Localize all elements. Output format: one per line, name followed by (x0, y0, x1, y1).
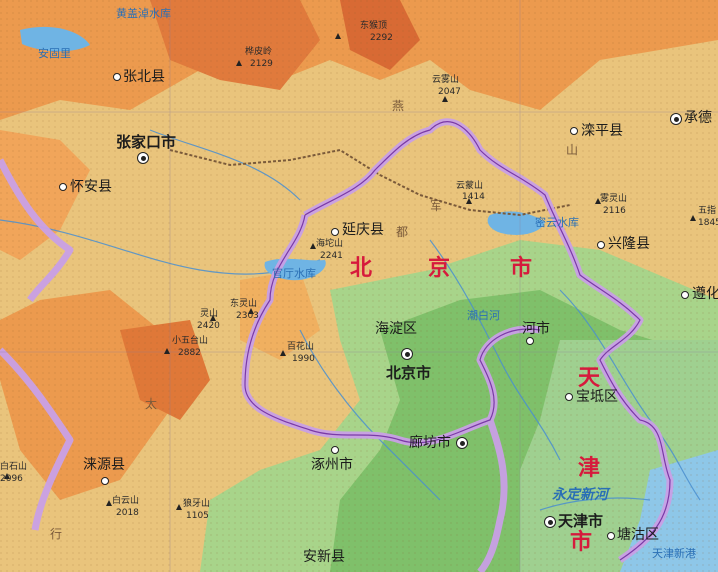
city-label-luanping: 滦平县 (581, 123, 623, 139)
peak-marker-haituo (310, 243, 316, 249)
city-marker-xinglong (597, 241, 605, 249)
city-label-baodi: 宝坻区 (576, 389, 618, 405)
city-marker-laiyuan (101, 477, 109, 485)
peak-marker-langya (176, 504, 182, 510)
range-label-hang: 行 (50, 527, 63, 541)
peak-elev-xiaowutai: 2882 (178, 348, 201, 358)
city-label-zhangbei: 张北县 (123, 69, 165, 85)
peak-name-huaqi: 桦皮岭 (245, 47, 273, 57)
peak-name-wuling: 雾灵山 (600, 194, 628, 204)
city-marker-zhangbei (113, 73, 121, 81)
range-label-shan: 山 (566, 143, 579, 157)
city-label-laiyuan: 涞源县 (83, 457, 125, 473)
peak-elev-langya: 1105 (186, 511, 209, 521)
region-label-shi: 市 (510, 256, 535, 281)
region-label-jing: 京 (428, 256, 453, 281)
water-label-guanting: 官厅水库 (272, 267, 316, 280)
region-label-shi2: 市 (570, 530, 595, 555)
water-label-yongding-xin: 永定新河 (552, 487, 608, 503)
peak-name-langya: 狼牙山 (183, 499, 211, 509)
peak-elev-haituo: 2241 (320, 251, 343, 261)
peak-marker-xiaowutai (164, 348, 170, 354)
peak-name-dongling: 东灵山 (230, 299, 258, 309)
peak-name-xiaowutai: 小五台山 (172, 336, 209, 346)
city-label-zunhua: 遵化 (692, 286, 718, 302)
city-marker-tianjin (544, 516, 556, 528)
peak-elev-huaqi: 2129 (250, 59, 273, 69)
city-marker-zhangjiakou (137, 152, 149, 164)
peak-marker-yunwu (442, 96, 448, 102)
city-label-haidian: 海淀区 (375, 321, 417, 337)
city-marker-langfang (456, 437, 468, 449)
peak-marker-dongling (248, 308, 254, 314)
region-label-tian: 天 (578, 366, 603, 391)
city-marker-beijing (401, 348, 413, 360)
city-label-zhuozhou: 涿州市 (311, 457, 353, 473)
range-label-du: 都 (396, 225, 409, 239)
peak-marker-yunmeng (466, 198, 472, 204)
city-label-tanggu: 塘沽区 (617, 527, 659, 543)
peak-name-wuzhi: 五指 (698, 206, 717, 216)
water-label-bohai: 天津新港 (652, 547, 696, 560)
city-label-beijing: 北京市 (386, 364, 432, 382)
city-marker-huaian (59, 183, 67, 191)
peak-elev-baiyun: 2018 (116, 508, 139, 518)
city-label-langfang: 廊坊市 (409, 435, 451, 451)
peak-elev-dongmeng: 2292 (370, 33, 393, 43)
peak-marker-baishi (4, 473, 10, 479)
peak-elev-yunmeng: 1414 (462, 192, 485, 202)
peak-elev-lingshan: 2420 (197, 321, 220, 331)
peak-name-dongmeng: 东猴顶 (360, 21, 388, 31)
water-label-huanggai: 黄盖淖水库 (116, 7, 171, 20)
range-label-tai: 太 (145, 397, 158, 411)
peak-elev-wuzhi: 1845 (698, 218, 718, 228)
peak-marker-dongmeng (335, 33, 341, 39)
city-label-zhangjiakou: 张家口市 (116, 133, 177, 151)
city-label-huaian: 怀安县 (70, 179, 112, 195)
peak-name-haituo: 海坨山 (316, 239, 344, 249)
city-marker-yanqing (331, 228, 339, 236)
city-marker-zhuozhou (331, 446, 339, 454)
peak-elev-baishi: 2096 (0, 474, 23, 484)
peak-marker-baihua (280, 350, 286, 356)
water-label-chaobai: 潮白河 (467, 309, 500, 322)
peak-marker-wuling (595, 198, 601, 204)
peak-name-yunwu: 云雾山 (432, 75, 460, 85)
region-label-bei: 北 (350, 256, 375, 281)
peak-marker-huaqi (236, 60, 242, 66)
city-marker-chengde (670, 113, 682, 125)
peak-elev-wuling: 2116 (603, 206, 626, 216)
city-label-tianjin: 天津市 (558, 512, 604, 530)
city-label-xinglong: 兴隆县 (608, 236, 650, 252)
peak-elev-baihua: 1990 (292, 354, 315, 364)
water-label-anguli: 安固里 (38, 47, 71, 60)
peak-elev-yunwu: 2047 (438, 87, 461, 97)
city-label-sanhe: 河市 (522, 321, 550, 337)
city-marker-sanhe (526, 337, 534, 345)
peak-marker-baiyun (106, 500, 112, 506)
peak-name-yunmeng: 云蒙山 (456, 181, 484, 191)
peak-marker-wuzhi (690, 215, 696, 221)
peak-name-lingshan: 灵山 (200, 309, 219, 319)
peak-name-baishi: 白石山 (0, 462, 28, 472)
city-label-yanqing: 延庆县 (342, 222, 384, 238)
peak-name-baihua: 百花山 (287, 342, 315, 352)
peak-elev-dongling: 2303 (236, 311, 259, 321)
city-marker-zunhua (681, 291, 689, 299)
water-label-miyun: 密云水库 (535, 216, 579, 229)
city-label-chengde: 承德 (684, 110, 712, 126)
city-marker-tanggu (607, 532, 615, 540)
range-label-jun: 军 (430, 199, 443, 213)
city-label-anxin: 安新县 (303, 549, 345, 565)
range-label-yan: 燕 (392, 99, 405, 113)
peak-name-baiyun: 白云山 (112, 496, 140, 506)
region-label-jin: 津 (578, 456, 603, 481)
city-marker-luanping (570, 127, 578, 135)
peak-marker-lingshan (210, 315, 216, 321)
city-marker-baodi (565, 393, 573, 401)
